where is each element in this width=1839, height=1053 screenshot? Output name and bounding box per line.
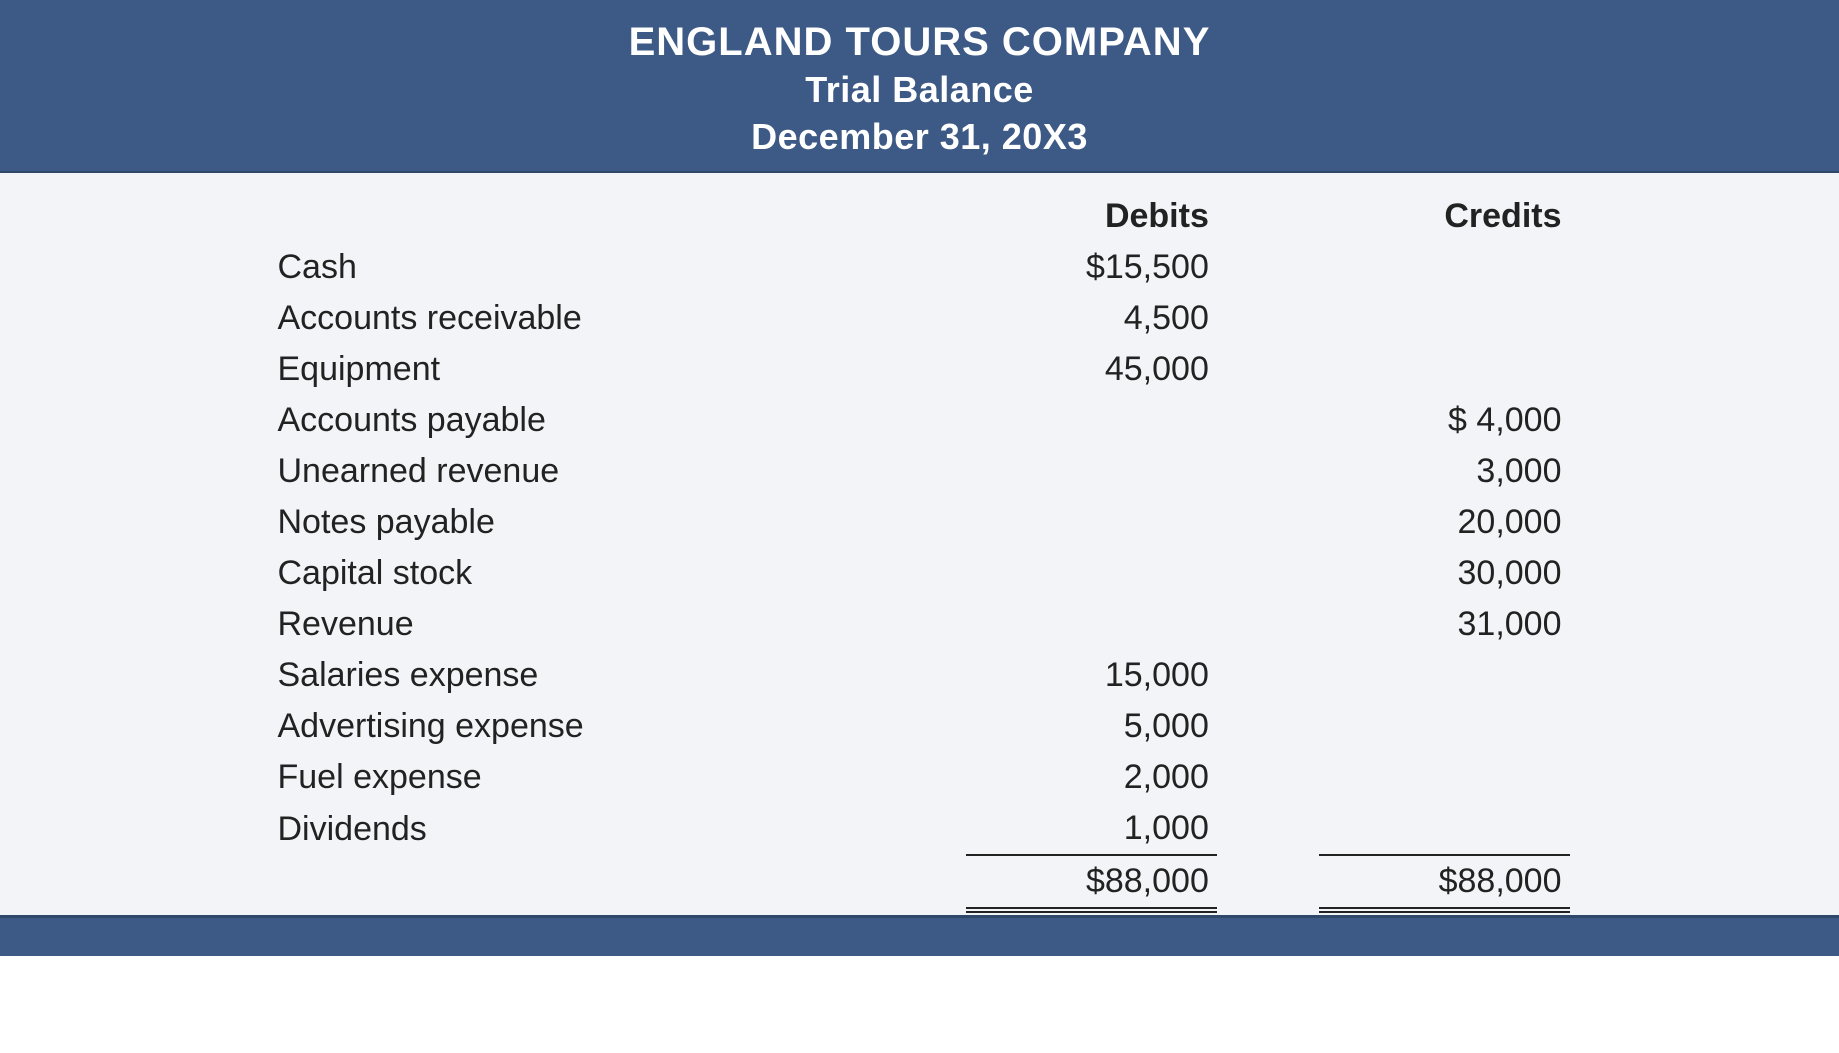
account-name: Cash [270,242,967,293]
col-gap [1217,191,1319,242]
debit-amount [966,497,1217,548]
debit-amount [966,395,1217,446]
totals-label [270,855,967,908]
table-row: Accounts receivable4,500 [270,293,1570,344]
table-area: Debits Credits Cash$15,500Accounts recei… [0,173,1839,918]
credit-amount [1319,344,1570,395]
report-date: December 31, 20X3 [0,114,1839,161]
trial-balance-table: Debits Credits Cash$15,500Accounts recei… [270,191,1570,909]
debit-amount [966,599,1217,650]
col-header-credits: Credits [1319,191,1570,242]
account-name: Revenue [270,599,967,650]
credit-amount: 30,000 [1319,548,1570,599]
column-header-row: Debits Credits [270,191,1570,242]
debit-amount: 4,500 [966,293,1217,344]
debit-amount: 2,000 [966,752,1217,803]
debit-amount: $15,500 [966,242,1217,293]
debit-amount: 5,000 [966,701,1217,752]
table-row: Revenue 31,000 [270,599,1570,650]
table-row: Advertising expense5,000 [270,701,1570,752]
account-name: Advertising expense [270,701,967,752]
total-credits: $88,000 [1319,855,1570,908]
account-name: Equipment [270,344,967,395]
account-name: Capital stock [270,548,967,599]
account-name: Fuel expense [270,752,967,803]
table-row: Equipment45,000 [270,344,1570,395]
col-header-debits: Debits [966,191,1217,242]
credit-amount: 20,000 [1319,497,1570,548]
table-row: Notes payable 20,000 [270,497,1570,548]
debit-amount [966,548,1217,599]
debit-amount: 1,000 [966,803,1217,855]
table-row: Unearned revenue 3,000 [270,446,1570,497]
debit-amount [966,446,1217,497]
trial-balance-document: ENGLAND TOURS COMPANY Trial Balance Dece… [0,0,1839,956]
account-name: Accounts receivable [270,293,967,344]
account-name: Accounts payable [270,395,967,446]
total-debits: $88,000 [966,855,1217,908]
table-row: Fuel expense2,000 [270,752,1570,803]
account-name: Dividends [270,803,967,855]
header-band: ENGLAND TOURS COMPANY Trial Balance Dece… [0,0,1839,173]
col-header-account [270,191,967,242]
debit-amount: 15,000 [966,650,1217,701]
credit-amount [1319,752,1570,803]
credit-amount: 31,000 [1319,599,1570,650]
table-row: Cash$15,500 [270,242,1570,293]
credit-amount: 3,000 [1319,446,1570,497]
account-name: Unearned revenue [270,446,967,497]
account-name: Notes payable [270,497,967,548]
credit-amount: $ 4,000 [1319,395,1570,446]
credit-amount [1319,242,1570,293]
totals-row: $88,000 $88,000 [270,855,1570,908]
credit-amount [1319,803,1570,855]
debit-amount: 45,000 [966,344,1217,395]
company-name: ENGLAND TOURS COMPANY [0,17,1839,67]
table-row: Dividends1,000 [270,803,1570,855]
table-row: Capital stock 30,000 [270,548,1570,599]
credit-amount [1319,293,1570,344]
table-row: Accounts payable $ 4,000 [270,395,1570,446]
credit-amount [1319,650,1570,701]
credit-amount [1319,701,1570,752]
report-title: Trial Balance [0,67,1839,114]
account-name: Salaries expense [270,650,967,701]
table-row: Salaries expense15,000 [270,650,1570,701]
footer-band [0,918,1839,956]
